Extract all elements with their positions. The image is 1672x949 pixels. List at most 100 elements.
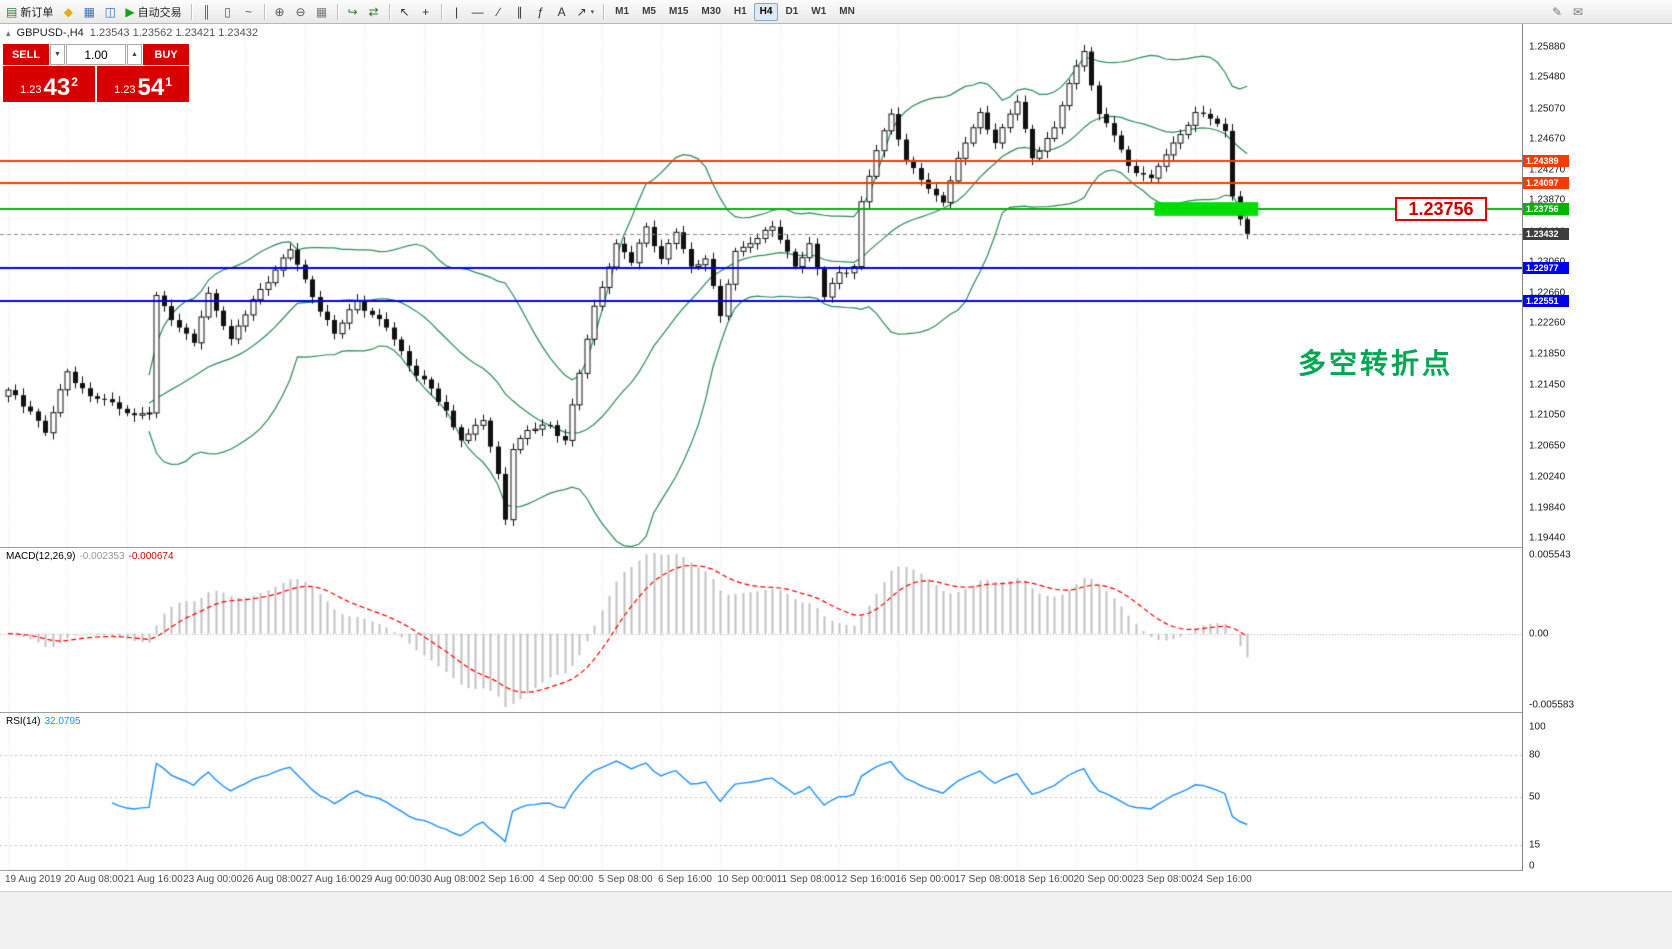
date-axis-label: 18 Sep 16:00 <box>1014 874 1074 885</box>
price-axis: 1.25880 1.25480 1.25070 1.24670 1.24270 1.238… <box>1522 24 1672 872</box>
price-axis-label: 1.20240 <box>1529 471 1566 483</box>
new-order-button-label: 新订单 <box>20 6 54 19</box>
zoom-out-icon: ⊖ <box>295 4 306 19</box>
date-axis-label: 26 Aug 08:00 <box>242 874 302 885</box>
price-axis-label: 1.22260 <box>1529 317 1566 329</box>
pane-separator[interactable] <box>0 547 1522 548</box>
macd-main-value: -0.002353 <box>79 551 125 562</box>
rsi-canvas[interactable] <box>0 713 1522 870</box>
equidistant-channel-button[interactable]: ∥ <box>510 2 530 22</box>
price-axis-label: 1.19840 <box>1529 502 1566 513</box>
toolbar-separator <box>388 3 390 20</box>
macd-signal-value: -0.000674 <box>128 551 174 562</box>
fibonacci-button[interactable]: ƒ <box>531 2 551 22</box>
arrows-button[interactable]: ↗ ▾ <box>573 2 599 22</box>
rsi-axis-label: 0 <box>1529 860 1535 872</box>
pane-separator <box>0 870 1522 871</box>
date-axis-label: 29 Aug 00:00 <box>361 874 421 885</box>
date-axis-label: 5 Sep 08:00 <box>598 874 653 885</box>
buy-button[interactable]: BUY <box>143 44 189 65</box>
price-line-tag: 1.24389 <box>1523 154 1569 167</box>
price-axis-label: 1.22660 <box>1529 287 1566 298</box>
price-axis-label: 1.20650 <box>1529 440 1566 452</box>
timeframe-d1-button[interactable]: D1 <box>779 3 804 21</box>
vertical-line-icon: | <box>455 4 459 19</box>
autotrading-button[interactable]: ▶ 自动交易 <box>121 2 185 22</box>
cursor-button[interactable]: ↖ <box>395 2 415 22</box>
timeframe-w1-button[interactable]: W1 <box>805 3 832 21</box>
zoom-out-button[interactable]: ⊖ <box>291 2 311 22</box>
tile-windows-button[interactable]: ▦ <box>312 2 332 22</box>
bid-price-tag: 1.23432 <box>1523 227 1569 240</box>
market-watch-button[interactable]: ▦ <box>79 2 99 22</box>
price-line-tag: 1.22977 <box>1523 262 1569 275</box>
macd-axis-max-label: 0.005543 <box>1529 549 1571 561</box>
timeframe-h1-button[interactable]: H1 <box>728 3 753 21</box>
timeframe-m5-button[interactable]: M5 <box>636 3 662 21</box>
volume-input[interactable] <box>66 44 126 65</box>
chart-plot-area: ▴ GBPUSD-,H4 1.23543 1.23562 1.23421 1.2… <box>0 24 1522 885</box>
chat-button[interactable]: ✉ <box>1568 2 1588 22</box>
macd-canvas[interactable] <box>0 548 1522 712</box>
tile-windows-icon: ▦ <box>315 4 328 19</box>
buy-price-button[interactable]: 1.23 54 1 <box>97 66 189 102</box>
timeframe-m30-button[interactable]: M30 <box>695 3 726 21</box>
rsi-axis-label: 100 <box>1529 721 1546 733</box>
volume-increase-button[interactable]: ▲ <box>127 44 142 65</box>
annotation-text[interactable]: 多空转折点 <box>1298 348 1454 379</box>
horizontal-line-button[interactable]: — <box>468 2 488 22</box>
macd-indicator-label: MACD(12,26,9) -0.002353 -0.000674 <box>6 551 174 562</box>
bar-chart-button[interactable]: ║ <box>197 2 217 22</box>
rsi-axis-label: 15 <box>1529 839 1541 851</box>
chart-title: ▴ GBPUSD-,H4 1.23543 1.23562 1.23421 1.2… <box>6 27 258 39</box>
autotrading-play-icon: ▶ <box>125 4 135 19</box>
candlestick-chart-button[interactable]: ▯ <box>218 2 238 22</box>
dropdown-caret-icon: ▾ <box>590 8 595 16</box>
text-label-button[interactable]: A <box>552 2 572 22</box>
price-axis-label: 1.23870 <box>1529 194 1566 206</box>
timeframe-m1-button[interactable]: M1 <box>609 3 635 21</box>
buy-price-sup: 1 <box>165 75 172 89</box>
toolbar-separator <box>336 3 338 20</box>
sell-price-prefix: 1.23 <box>20 84 42 96</box>
line-chart-button[interactable]: ~ <box>239 2 259 22</box>
pane-separator[interactable] <box>0 712 1522 713</box>
navigator-button[interactable]: ◫ <box>100 2 120 22</box>
volume-decrease-button[interactable]: ▼ <box>50 44 65 65</box>
date-axis-label: 21 Aug 16:00 <box>123 874 183 885</box>
auto-scroll-icon: ↪ <box>347 4 358 19</box>
zoom-in-button[interactable]: ⊕ <box>270 2 290 22</box>
chart-shift-button[interactable]: ⇄ <box>364 2 384 22</box>
candlestick-chart-icon: ▯ <box>224 4 231 19</box>
autotrading-button-label: 自动交易 <box>137 6 182 19</box>
new-order-button[interactable]: ▤ 新订单 <box>2 2 57 22</box>
price-axis-label: 1.24670 <box>1529 133 1566 145</box>
collapse-panel-arrow-icon[interactable]: ▴ <box>6 27 11 38</box>
auto-scroll-button[interactable]: ↪ <box>343 2 363 22</box>
vertical-line-button[interactable]: | <box>447 2 467 22</box>
toolbar-separator <box>603 3 605 20</box>
crosshair-button[interactable]: + <box>416 2 436 22</box>
sell-button[interactable]: SELL <box>3 44 49 65</box>
timeframe-m15-button[interactable]: M15 <box>663 3 694 21</box>
new-order-icon: ▤ <box>6 4 18 19</box>
sell-price-button[interactable]: 1.23 43 2 <box>3 66 95 102</box>
price-chart-canvas[interactable] <box>0 24 1522 547</box>
metaeditor-button[interactable]: ◆ <box>58 2 78 22</box>
quick-edit-button[interactable]: ✎ <box>1547 2 1567 22</box>
macd-name: MACD(12,26,9) <box>6 551 76 562</box>
date-axis-label: 16 Sep 00:00 <box>895 874 955 885</box>
toolbar: ▤ 新订单 ◆ ▦ ◫ ▶ 自动交易 ║ ▯ ~ ⊕ ⊖ ▦ ↪ ⇄ ↖ + | — ∕ ∥ ƒ A ↗ ▾ M1 M5 M15 M30… <box>0 0 1672 24</box>
price-axis-label: 1.25070 <box>1529 103 1566 115</box>
trendline-button[interactable]: ∕ <box>489 2 509 22</box>
toolbar-separator <box>190 3 192 20</box>
price-line-tag: 1.22551 <box>1523 294 1569 307</box>
timeframe-mn-button[interactable]: MN <box>833 3 861 21</box>
date-axis-label: 17 Sep 08:00 <box>954 874 1015 885</box>
date-axis-label: 23 Sep 08:00 <box>1132 874 1193 885</box>
arrow-object-icon: ↗ <box>576 4 587 19</box>
crosshair-icon: + <box>422 4 430 19</box>
timeframe-h4-button[interactable]: H4 <box>753 2 779 21</box>
price-callout-label[interactable]: 1.23756 <box>1395 197 1487 221</box>
